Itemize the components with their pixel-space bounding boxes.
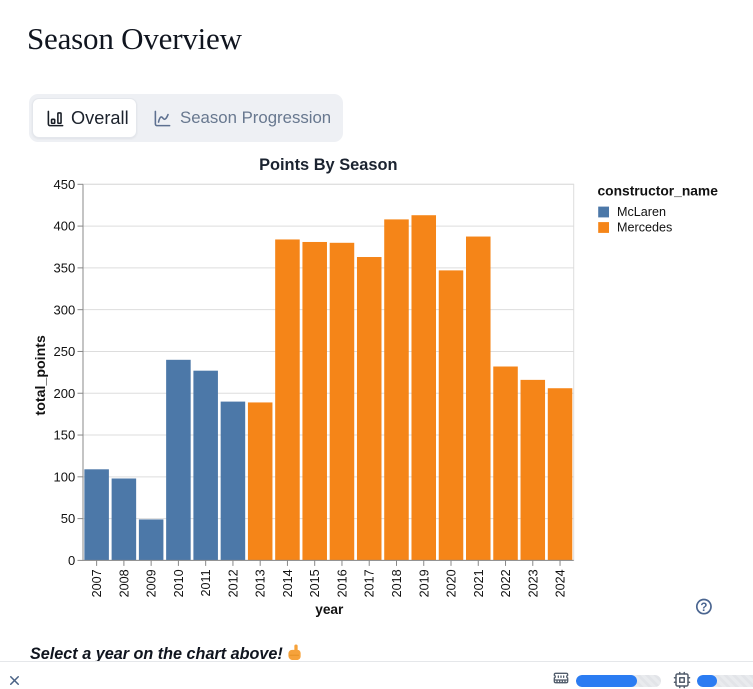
svg-text:2007: 2007 <box>90 569 104 597</box>
svg-text:2010: 2010 <box>172 569 186 597</box>
svg-text:2019: 2019 <box>417 569 431 597</box>
svg-text:250: 250 <box>53 344 75 359</box>
svg-text:350: 350 <box>53 260 75 275</box>
svg-text:2024: 2024 <box>554 569 568 597</box>
svg-text:Mercedes: Mercedes <box>617 221 672 235</box>
svg-text:200: 200 <box>53 386 75 401</box>
svg-text:2014: 2014 <box>281 569 295 597</box>
svg-text:2017: 2017 <box>363 569 377 597</box>
svg-text:2020: 2020 <box>445 569 459 597</box>
svg-text:2011: 2011 <box>199 569 213 596</box>
svg-text:?: ? <box>700 602 707 614</box>
svg-text:2021: 2021 <box>472 569 486 597</box>
svg-text:50: 50 <box>61 511 75 526</box>
svg-text:2013: 2013 <box>254 569 268 597</box>
svg-text:constructor_name: constructor_name <box>598 184 719 199</box>
svg-text:300: 300 <box>53 302 75 317</box>
svg-text:450: 450 <box>53 177 75 192</box>
svg-text:2008: 2008 <box>117 569 131 597</box>
svg-text:150: 150 <box>53 428 75 443</box>
svg-text:2015: 2015 <box>308 569 322 597</box>
svg-text:2018: 2018 <box>390 569 404 597</box>
svg-text:400: 400 <box>53 219 75 234</box>
svg-text:0: 0 <box>68 553 75 568</box>
svg-text:total_points: total_points <box>33 335 49 416</box>
svg-text:100: 100 <box>53 469 75 484</box>
svg-text:2009: 2009 <box>145 569 159 597</box>
svg-text:2023: 2023 <box>526 569 540 597</box>
svg-text:McLaren: McLaren <box>617 205 666 219</box>
svg-text:2016: 2016 <box>335 569 349 597</box>
svg-text:year: year <box>315 602 344 617</box>
svg-text:2022: 2022 <box>499 569 513 597</box>
svg-text:2012: 2012 <box>226 569 240 597</box>
svg-text:Points By Season: Points By Season <box>259 156 397 174</box>
